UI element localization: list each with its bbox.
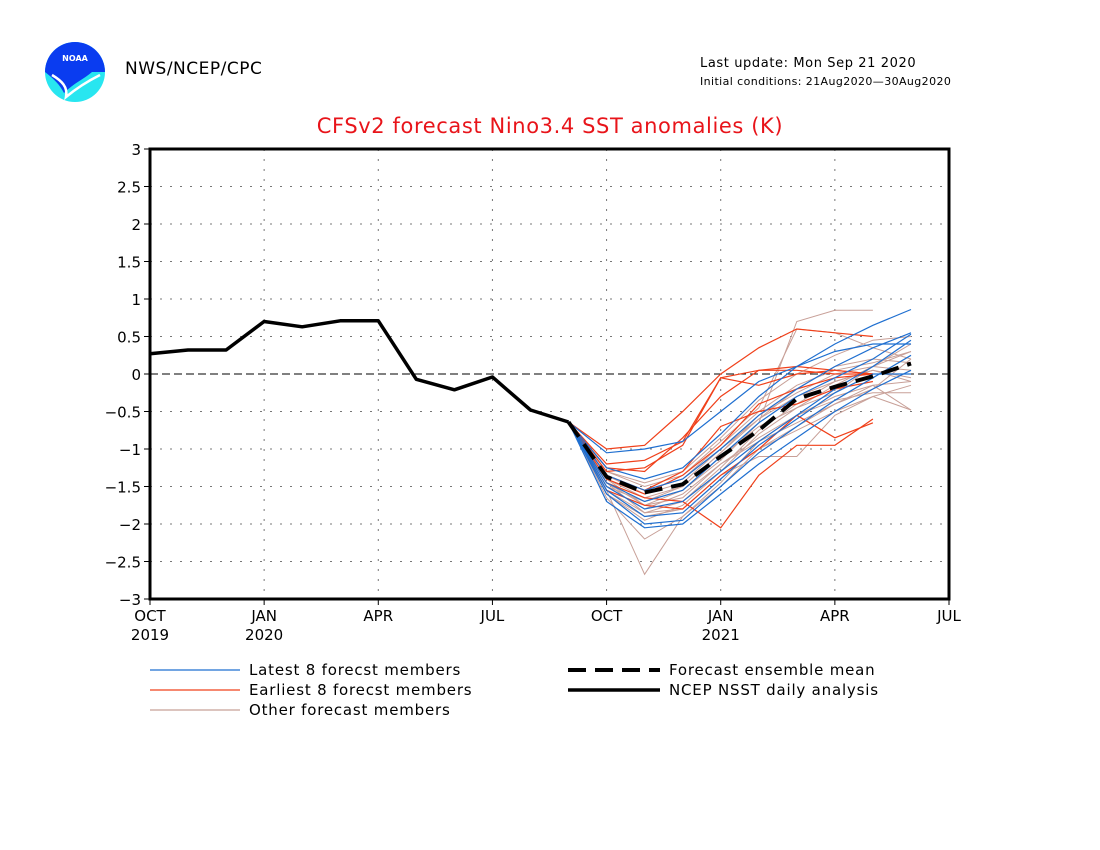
x-tick-year: 2021 — [702, 626, 740, 644]
latest-member-line — [567, 369, 912, 529]
earliest-member-line — [567, 414, 874, 510]
y-tick-label: 3 — [131, 141, 141, 159]
noaa-logo-text: NOAA — [62, 54, 88, 63]
forecast-members — [567, 308, 912, 576]
other-member-line — [568, 336, 912, 484]
latest-member-line — [568, 343, 911, 480]
org-label: NWS/NCEP/CPC — [125, 59, 263, 79]
chart-title: CFSv2 forecast Nino3.4 SST anomalies (K) — [316, 114, 784, 138]
observed-line — [149, 319, 570, 424]
x-tick-label: JAN — [250, 607, 277, 625]
earliest-member-line — [568, 328, 873, 450]
x-tick-label: OCT — [591, 607, 623, 625]
grid — [150, 149, 949, 599]
x-tick-label: JUL — [480, 607, 505, 625]
latest-member-line — [567, 333, 912, 503]
y-tick-label: −2.5 — [105, 554, 141, 572]
legend: Latest 8 forecst members Earliest 8 forec… — [150, 661, 879, 719]
y-tick-label: 1.5 — [117, 254, 141, 272]
y-tick-label: −2 — [119, 516, 141, 534]
noaa-logo: NOAA — [45, 42, 105, 102]
earliest-member-line — [568, 365, 873, 473]
earliest-member-line — [568, 369, 873, 465]
y-tick-label: 0 — [131, 366, 141, 384]
x-tick-year: 2020 — [245, 626, 283, 644]
latest-member-line — [568, 332, 912, 491]
ensemble-mean-line — [566, 361, 912, 495]
legend-label-latest: Latest 8 forecst members — [249, 661, 461, 679]
noaa-logo-gull — [51, 73, 101, 101]
latest-member-line — [567, 373, 911, 518]
other-member-line — [568, 365, 912, 503]
earliest-member-line — [567, 418, 874, 529]
y-tick-label: 2 — [131, 216, 141, 234]
x-tick-label: JUL — [936, 607, 961, 625]
x-tick-label: APR — [820, 607, 850, 625]
legend-label-observed: NCEP NSST daily analysis — [669, 681, 879, 699]
y-tick-label: −0.5 — [105, 404, 141, 422]
last-update: Last update: Mon Sep 21 2020 — [700, 56, 917, 71]
y-tick-label: 0.5 — [117, 329, 141, 347]
latest-member-line — [568, 308, 912, 454]
initial-conditions: Initial conditions: 21Aug2020—30Aug2020 — [700, 75, 952, 88]
main-series — [149, 319, 912, 495]
latest-member-line — [567, 339, 912, 510]
other-member-line — [568, 381, 912, 576]
x-tick-year: 2019 — [131, 626, 169, 644]
x-tick-label: JAN — [707, 607, 734, 625]
legend-label-earliest: Earliest 8 forecst members — [249, 681, 472, 699]
y-tick-label: −1 — [119, 441, 141, 459]
y-tick-label: 1 — [131, 291, 141, 309]
legend-label-mean: Forecast ensemble mean — [669, 661, 875, 679]
y-tick-label: −3 — [119, 591, 141, 609]
y-tick-label: −1.5 — [105, 479, 141, 497]
y-axis: 3 2.5 2 1.5 1 0.5 0 −0.5 −1 −1.5 −2 −2.5 −3 — [105, 141, 150, 609]
x-tick-label: OCT — [134, 607, 166, 625]
x-tick-label: APR — [363, 607, 393, 625]
y-tick-label: 2.5 — [117, 179, 141, 197]
other-member-line — [568, 358, 912, 499]
legend-label-other: Other forecast members — [249, 701, 451, 719]
latest-member-line — [567, 354, 912, 525]
other-member-line — [568, 384, 912, 540]
